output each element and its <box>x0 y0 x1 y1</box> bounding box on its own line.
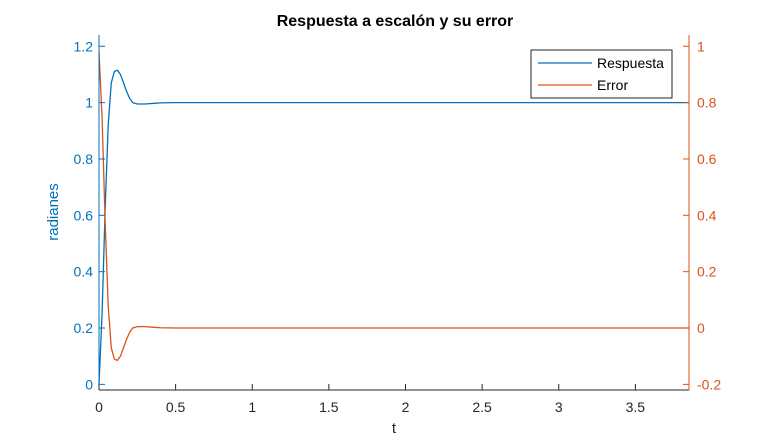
x-axis-label: t <box>392 420 397 436</box>
ticks-layer: 0 0.5 1 1.5 2 2.5 3 3.5 0 0.2 0.4 0.6 0.8 1 1.2 -0.2 0 0.… <box>74 38 722 415</box>
x-tick-label: 0.5 <box>166 399 186 415</box>
y-left-tick-label: 1.2 <box>74 38 94 54</box>
y-right-tick-label: 0.6 <box>697 151 717 167</box>
legend: Respuesta Error <box>530 49 673 99</box>
series-line-respuesta <box>98 69 689 385</box>
y-right-tick-label: 0 <box>697 320 705 336</box>
y-left-tick-label: 0 <box>85 376 93 392</box>
y-right-tick-label: 1 <box>697 38 705 54</box>
x-tick-label: 2.5 <box>472 399 492 415</box>
legend-label-error: Error <box>597 77 628 93</box>
y-left-tick-label: 0.4 <box>74 264 94 280</box>
y-right-tick-label: 0.4 <box>697 207 717 223</box>
x-tick-label: 1 <box>248 399 256 415</box>
legend-label-respuesta: Respuesta <box>597 55 664 71</box>
y-left-tick-label: 0.6 <box>74 207 94 223</box>
x-tick-label: 3.5 <box>626 399 646 415</box>
y-axis-left-label: radianes <box>45 183 62 241</box>
legend-box <box>530 49 673 99</box>
series-layer <box>98 51 689 385</box>
x-tick-label: 2 <box>402 399 410 415</box>
y-right-tick-label: 0.2 <box>697 264 717 280</box>
chart-title: Respuesta a escalón y su error <box>277 13 514 30</box>
x-tick-label: 0 <box>95 399 103 415</box>
axes-layer <box>98 35 690 391</box>
series-line-error <box>98 51 689 362</box>
y-left-tick-label: 0.2 <box>74 320 94 336</box>
y-left-tick-label: 1 <box>85 95 93 111</box>
y-right-tick-label: 0.8 <box>697 95 717 111</box>
x-tick-label: 1.5 <box>319 399 339 415</box>
y-left-tick-label: 0.8 <box>74 151 94 167</box>
x-tick-label: 3 <box>555 399 563 415</box>
y-right-tick-label: -0.2 <box>697 376 721 392</box>
